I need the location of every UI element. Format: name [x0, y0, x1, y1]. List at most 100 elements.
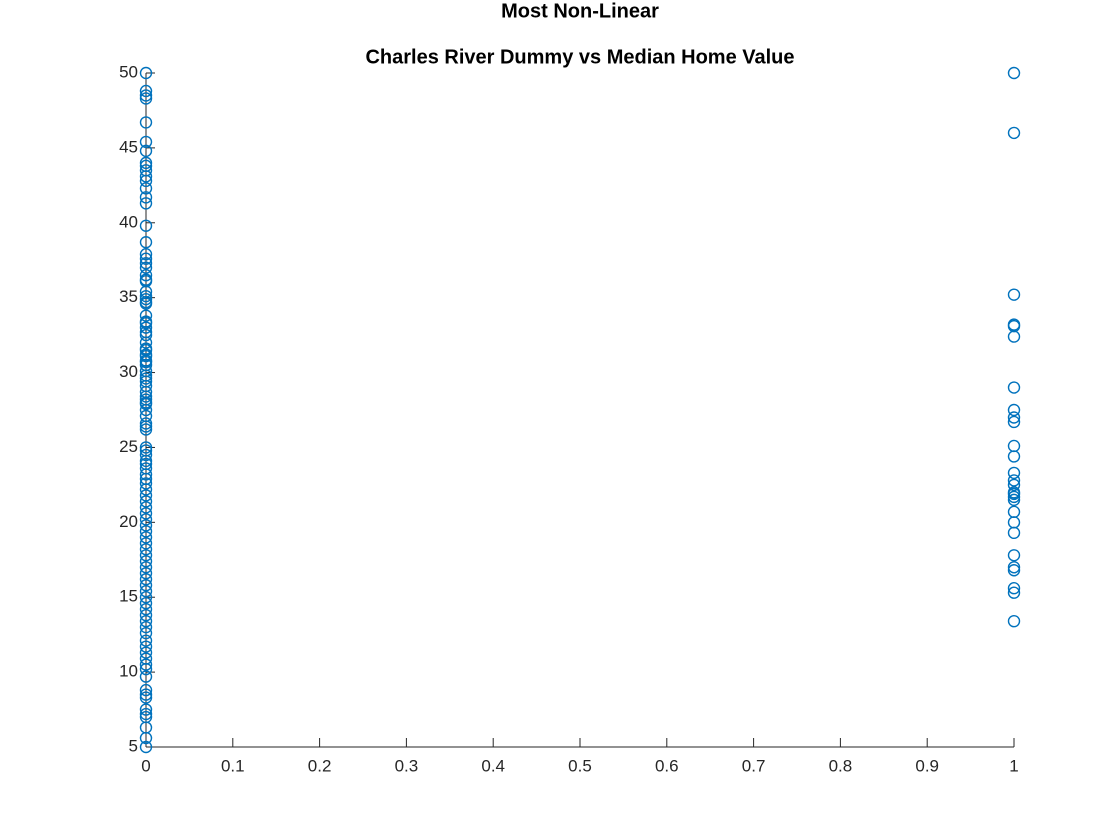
x-tick-label: 0.9 — [915, 756, 939, 775]
data-point — [1007, 564, 1021, 577]
data-point — [1007, 466, 1021, 480]
data-point — [139, 646, 153, 659]
data-point — [139, 170, 153, 183]
data-point — [139, 483, 153, 496]
data-point — [139, 316, 153, 330]
data-point — [1007, 288, 1021, 301]
data-point — [139, 309, 153, 322]
data-point — [139, 355, 153, 369]
data-point — [139, 417, 153, 430]
data-point — [139, 549, 153, 562]
data-point — [139, 89, 153, 102]
y-tick-label: 45 — [119, 137, 138, 156]
data-point — [139, 585, 153, 598]
data-point — [139, 261, 153, 274]
data-point — [1007, 474, 1021, 487]
data-point — [139, 683, 153, 697]
data-point — [139, 614, 153, 628]
data-point — [139, 349, 153, 363]
x-tick-label: 0.7 — [742, 756, 766, 775]
data-point — [139, 740, 153, 754]
data-point — [1007, 403, 1021, 417]
data-point — [1007, 411, 1021, 424]
data-point — [1007, 330, 1021, 343]
data-point — [139, 691, 153, 704]
data-point — [139, 573, 153, 586]
data-point — [139, 707, 153, 721]
data-point — [139, 252, 153, 265]
data-point — [1007, 126, 1021, 140]
data-point — [139, 219, 153, 232]
data-point — [139, 731, 153, 745]
data-point — [139, 397, 153, 411]
x-tick-label: 0.2 — [308, 756, 332, 775]
data-point — [139, 420, 153, 433]
data-point — [139, 92, 153, 105]
x-tick-label: 0.3 — [395, 756, 419, 775]
data-point — [139, 191, 153, 204]
y-tick-label: 35 — [119, 287, 138, 306]
data-point — [139, 703, 153, 716]
data-point — [139, 519, 153, 532]
data-point — [139, 640, 153, 653]
data-point — [1007, 493, 1021, 507]
chart-subtitle: Charles River Dummy vs Median Home Value — [365, 46, 794, 68]
data-point — [139, 626, 153, 640]
data-point — [139, 257, 153, 270]
data-point — [139, 513, 153, 526]
y-tick-label: 25 — [119, 437, 138, 456]
data-point — [1007, 549, 1021, 562]
data-point — [139, 531, 153, 544]
y-tick-label: 20 — [119, 512, 138, 531]
data-point — [139, 501, 153, 514]
data-point — [1007, 526, 1021, 540]
data-point — [139, 236, 153, 249]
data-point — [139, 670, 153, 683]
data-point — [1007, 582, 1021, 595]
data-point — [139, 603, 153, 616]
data-point — [139, 454, 153, 468]
data-point — [139, 658, 153, 671]
data-point — [139, 567, 153, 580]
data-point — [139, 579, 153, 592]
data-point — [139, 182, 153, 195]
data-point — [139, 468, 153, 481]
data-point — [139, 423, 153, 436]
data-point — [139, 620, 153, 634]
data-point — [1007, 490, 1021, 504]
data-point — [139, 591, 153, 604]
data-point — [139, 390, 153, 403]
data-point — [139, 135, 153, 149]
data-point — [139, 84, 153, 98]
chart-title: Most Non-Linear — [501, 0, 659, 22]
data-point — [139, 248, 153, 261]
data-point — [139, 477, 153, 490]
data-point — [139, 525, 153, 538]
data-point — [1007, 561, 1021, 574]
data-point — [1007, 66, 1021, 80]
data-point — [1007, 586, 1021, 599]
data-point — [139, 507, 153, 520]
data-point — [139, 297, 153, 310]
x-tick-label: 0.5 — [568, 756, 592, 775]
y-tick-label: 10 — [119, 662, 138, 681]
data-point — [139, 372, 153, 385]
data-point — [139, 489, 153, 502]
x-tick-label: 0.1 — [221, 756, 245, 775]
data-point — [139, 555, 153, 568]
data-point — [139, 597, 153, 610]
x-tick-label: 1 — [1009, 756, 1018, 775]
data-point — [139, 289, 153, 303]
data-point — [139, 448, 153, 462]
data-point — [139, 561, 153, 574]
data-point — [139, 688, 153, 701]
data-point — [139, 608, 153, 622]
y-tick-label: 50 — [119, 62, 138, 81]
data-point — [139, 495, 153, 508]
data-point — [139, 292, 153, 306]
data-point — [139, 66, 153, 80]
data-point — [139, 197, 153, 210]
x-tick-label: 0 — [141, 756, 150, 775]
